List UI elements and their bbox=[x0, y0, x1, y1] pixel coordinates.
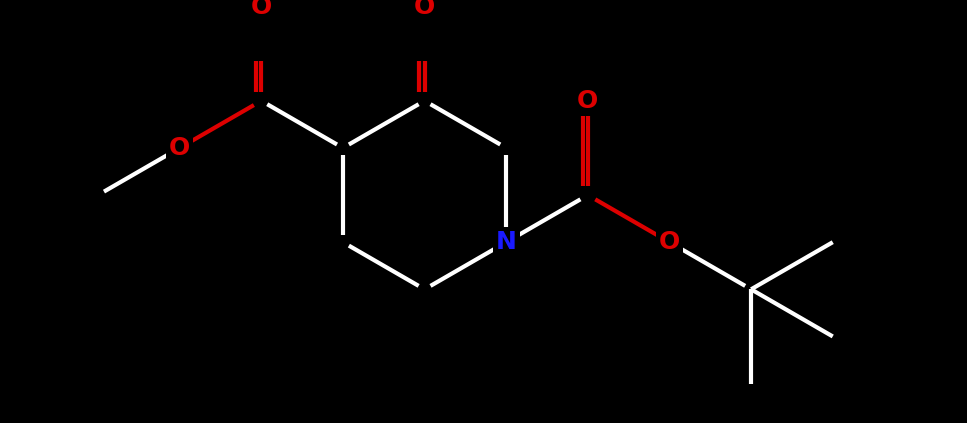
Text: O: O bbox=[169, 136, 190, 160]
Text: N: N bbox=[496, 230, 516, 254]
Text: O: O bbox=[659, 230, 680, 254]
Text: O: O bbox=[250, 0, 272, 19]
Text: O: O bbox=[414, 0, 435, 19]
Text: O: O bbox=[577, 89, 599, 113]
